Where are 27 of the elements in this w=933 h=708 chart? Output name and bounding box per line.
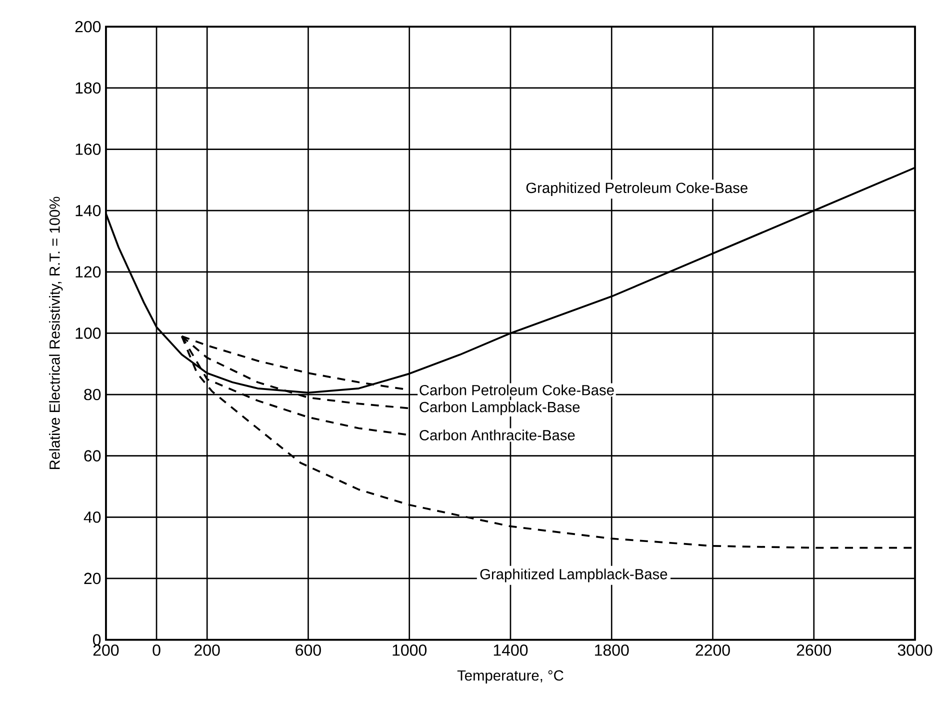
x-tick-label: 200: [194, 644, 220, 656]
y-tick-label: 100: [76, 328, 101, 339]
series-label: Carbon Petroleum Coke-Base: [420, 384, 614, 396]
x-tick-label: 1800: [595, 644, 629, 656]
x-tick-label: 200: [93, 644, 119, 656]
y-tick-label: 200: [75, 21, 101, 32]
y-tick-label: 120: [76, 266, 101, 278]
x-tick-label: 600: [296, 644, 321, 656]
x-axis-title: Temperature, °C: [457, 670, 564, 684]
series-label: Graphitized Lampblack-Base: [480, 568, 668, 582]
series-label: Carbon Anthracite-Base: [420, 430, 575, 441]
y-tick-label: 60: [84, 450, 101, 462]
x-tick-label: 2200: [696, 644, 730, 656]
x-tick-label: 0: [152, 644, 160, 656]
y-tick-label: 80: [84, 389, 101, 400]
y-tick-label: 40: [84, 512, 101, 523]
x-tick-label: 3000: [898, 644, 932, 656]
y-tick-label: 160: [76, 144, 101, 156]
x-tick-label: 1400: [494, 644, 528, 656]
x-tick-label: 1000: [392, 644, 427, 656]
y-tick-label: 140: [76, 205, 101, 216]
y-tick-label: 20: [84, 572, 101, 584]
y-tick-label: 180: [76, 82, 101, 94]
y-axis-title: Relative Electrical Resistivity, R.T. = 100%: [49, 196, 63, 470]
text: Graphitized Petroleum Coke-Base: [526, 182, 748, 196]
x-tick-label: 2600: [796, 644, 832, 656]
series-label: Carbon Lampblack-Base: [420, 402, 580, 416]
